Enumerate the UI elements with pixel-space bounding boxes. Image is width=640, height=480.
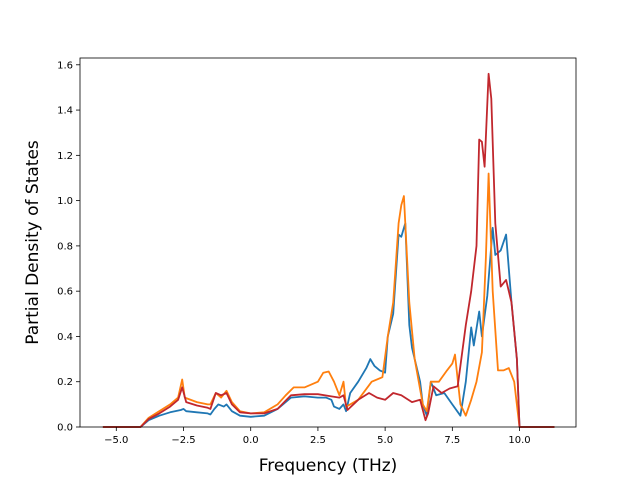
x-tick-label: 7.5 [444,435,460,446]
y-tick-label: 1.2 [57,151,73,162]
series-layer [102,72,555,428]
series-line-3 [102,72,555,428]
x-tick-label: 5.0 [377,435,393,446]
y-axis-label: Partial Density of States [23,140,43,345]
x-axis: −5.0 −2.5 0.0 2.5 5.0 7.5 10.0 [104,427,531,446]
y-tick-label: 0.6 [57,287,73,298]
y-tick-label: 0.0 [57,423,73,434]
y-tick-label: 0.8 [57,241,73,252]
x-tick-label: −5.0 [104,435,128,446]
y-tick-label: 1.0 [57,196,73,207]
series-line-1 [102,222,555,428]
x-axis-label: Frequency (THz) [259,456,398,476]
x-tick-label: −2.5 [171,435,195,446]
plot-frame [79,57,577,428]
y-tick-label: 1.6 [57,60,73,71]
y-tick-label: 0.4 [57,332,73,343]
x-tick-label: 0.0 [243,435,259,446]
y-tick-label: 1.4 [57,106,73,117]
x-tick-label: 2.5 [310,435,326,446]
y-tick-label: 0.2 [57,377,73,388]
x-tick-label: 10.0 [508,435,530,446]
y-axis: 0.0 0.2 0.4 0.6 0.8 1.0 1.2 1.4 1.6 [57,60,80,434]
